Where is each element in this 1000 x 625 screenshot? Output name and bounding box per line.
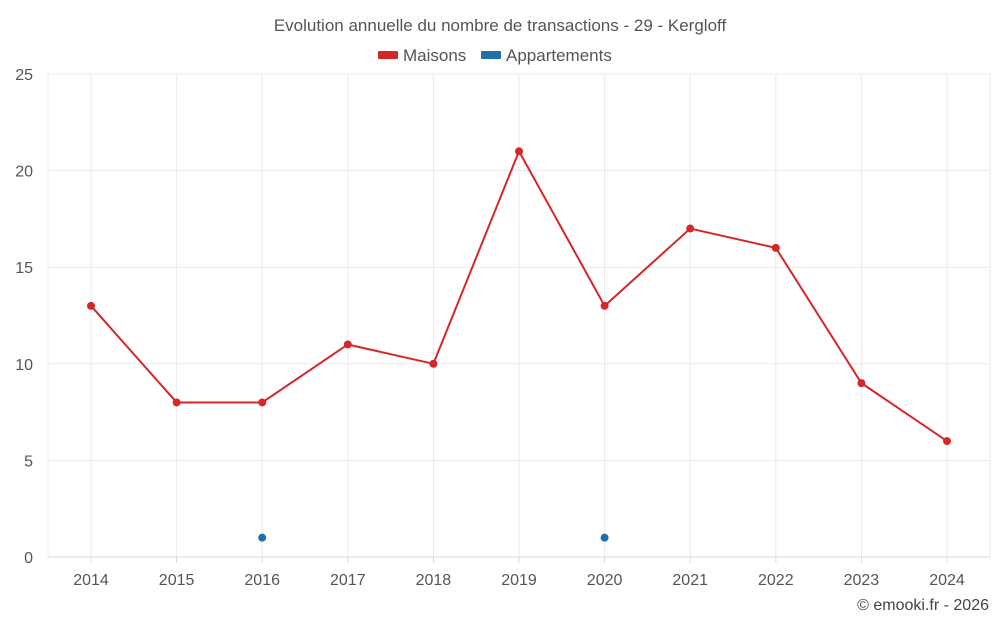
- chart-title: Evolution annuelle du nombre de transact…: [274, 16, 727, 35]
- legend: Maisons Appartements: [378, 46, 612, 65]
- data-point-maisons[interactable]: [686, 224, 695, 233]
- legend-label-appartements: Appartements: [506, 46, 612, 65]
- legend-swatch-maisons: [378, 51, 398, 59]
- x-tick-label: 2022: [758, 572, 794, 589]
- x-tick-label: 2014: [73, 572, 109, 589]
- x-tick-label: 2015: [159, 572, 195, 589]
- x-tick-label: 2020: [587, 572, 623, 589]
- legend-label-maisons: Maisons: [403, 46, 466, 65]
- credit-text: © emooki.fr - 2026: [857, 597, 989, 614]
- axes: 0 5 10 15 20 25 2014 2015 2016 2017 2018 2019 2020 20…: [15, 67, 990, 589]
- grid: [47, 73, 991, 557]
- y-tick-label: 20: [15, 164, 33, 181]
- x-tick-label: 2018: [416, 572, 452, 589]
- y-tick-label: 5: [24, 453, 33, 470]
- data-point-maisons[interactable]: [258, 398, 267, 407]
- data-point-maisons[interactable]: [943, 437, 951, 446]
- legend-swatch-appartements: [481, 51, 501, 59]
- data-point-maisons[interactable]: [857, 379, 866, 388]
- data-point-appartements[interactable]: [258, 533, 267, 542]
- data-point-maisons[interactable]: [87, 301, 95, 310]
- data-point-appartements[interactable]: [600, 533, 609, 542]
- y-tick-label: 0: [24, 550, 33, 567]
- x-tick-label: 2016: [244, 572, 280, 589]
- data-point-maisons[interactable]: [172, 398, 181, 407]
- series-appartements: [258, 533, 609, 542]
- data-point-maisons[interactable]: [771, 243, 780, 252]
- series-maisons: [87, 147, 951, 446]
- y-tick-label: 10: [15, 357, 33, 374]
- y-tick-label: 15: [15, 260, 33, 277]
- data-point-maisons[interactable]: [429, 359, 438, 368]
- data-point-maisons[interactable]: [343, 340, 352, 349]
- x-tick-label: 2023: [844, 572, 880, 589]
- x-tick-label: 2021: [672, 572, 708, 589]
- x-tick-label: 2024: [929, 572, 965, 589]
- data-point-maisons[interactable]: [600, 301, 609, 310]
- data-point-maisons[interactable]: [515, 147, 523, 156]
- x-tick-label: 2019: [501, 572, 537, 589]
- x-tick-label: 2017: [330, 572, 366, 589]
- y-tick-label: 25: [15, 67, 33, 84]
- series: [87, 147, 951, 542]
